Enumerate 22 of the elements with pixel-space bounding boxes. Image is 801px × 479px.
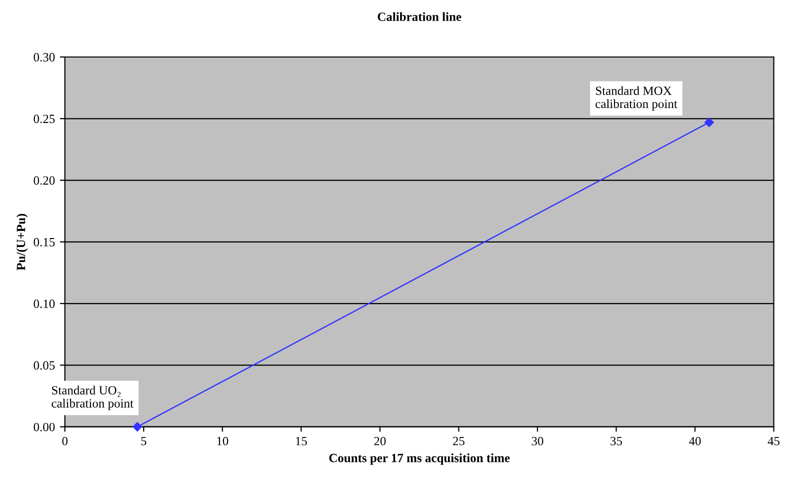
y-tick-label: 0.10	[34, 300, 55, 308]
x-tick-label: 40	[688, 436, 701, 446]
annotation: Standard UO₂ calibration point	[52, 386, 134, 410]
x-axis-title: Counts per 17 ms acquisition time	[329, 453, 510, 465]
x-tick-label: 35	[610, 436, 622, 446]
x-tick-label: 45	[768, 436, 780, 446]
annotation: Standard MOX calibration point	[596, 86, 678, 111]
y-tick-label: 0.05	[34, 361, 55, 370]
x-tick-label: 0	[62, 436, 68, 446]
y-tick-label: 0.20	[34, 176, 55, 185]
y-axis-title: Pu/(U+Pu)	[16, 214, 28, 270]
x-tick-label: 20	[374, 436, 386, 446]
x-tick-label: 5	[141, 437, 146, 446]
y-tick-label: 0.30	[34, 53, 55, 62]
x-tick-label: 25	[453, 436, 464, 446]
x-tick-label: 10	[217, 436, 228, 446]
chart-title: Calibration line	[378, 12, 462, 22]
y-tick-label: 0.00	[34, 422, 55, 432]
x-tick-label: 30	[532, 436, 544, 446]
y-tick-label: 0.15	[34, 238, 55, 246]
y-tick-label: 0.25	[34, 114, 55, 124]
x-tick-label: 15	[296, 436, 307, 446]
